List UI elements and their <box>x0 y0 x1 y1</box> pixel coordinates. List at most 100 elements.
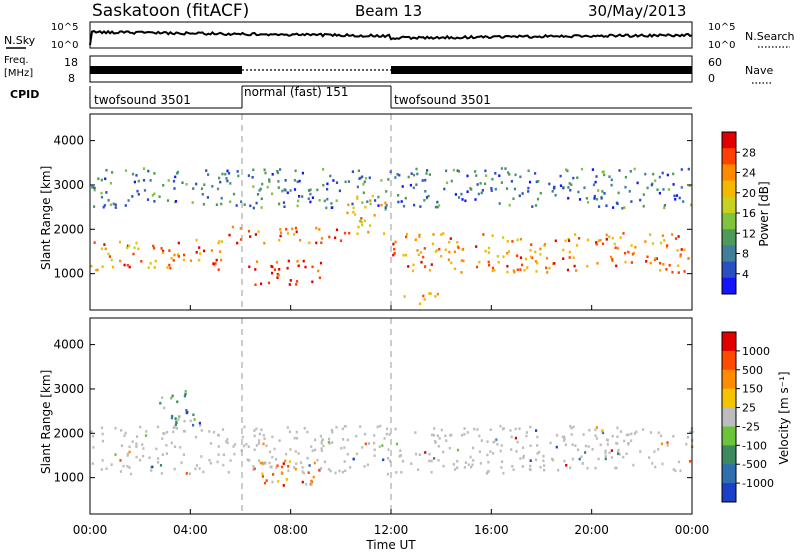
scatter-cell <box>630 244 633 247</box>
colorbar-tick-label: 8 <box>742 248 749 261</box>
scatter-cell <box>110 463 113 466</box>
scatter-cell <box>314 448 317 452</box>
scatter-cell <box>519 457 522 460</box>
scatter-cell <box>341 470 344 474</box>
scatter-cell <box>405 253 408 257</box>
scatter-cell <box>497 260 500 264</box>
scatter-cell <box>249 204 252 208</box>
scatter-cell <box>496 255 499 258</box>
scatter-cell <box>183 394 186 398</box>
scatter-cell <box>554 193 557 197</box>
scatter-cell <box>320 439 324 443</box>
scatter-cell <box>510 448 513 451</box>
scatter-cell <box>137 193 140 196</box>
scatter-cell <box>634 245 637 249</box>
scatter-cell <box>119 470 123 473</box>
scatter-cell <box>529 255 532 259</box>
scatter-cell <box>307 471 310 474</box>
scatter-cell <box>174 200 178 203</box>
scatter-cell <box>434 295 437 298</box>
scatter-cell <box>518 194 521 198</box>
scatter-cell <box>282 484 285 487</box>
scatter-cell <box>496 443 499 446</box>
scatter-cell <box>611 434 614 438</box>
scatter-cell <box>657 431 660 435</box>
scatter-cell <box>200 187 204 190</box>
scatter-cell <box>401 185 404 188</box>
scatter-cell <box>481 189 484 192</box>
scatter-cell <box>213 263 216 267</box>
scatter-cell <box>295 283 298 286</box>
scatter-cell <box>387 448 390 451</box>
scatter-cell <box>101 432 104 436</box>
scatter-cell <box>251 176 254 179</box>
scatter-cell <box>254 268 257 271</box>
scatter-cell <box>310 482 313 485</box>
scatter-cell <box>357 169 360 173</box>
scatter-cell <box>160 472 163 475</box>
scatter-cell <box>278 439 281 442</box>
scatter-cell <box>487 251 490 254</box>
scatter-cell <box>169 266 172 270</box>
xtick-label: 00:00 <box>675 523 710 537</box>
scatter-cell <box>595 426 598 429</box>
scatter-cell <box>521 263 524 267</box>
scatter-cell <box>320 241 323 245</box>
scatter-cell <box>91 185 94 189</box>
scatter-cell <box>277 186 280 189</box>
colorbar-segment <box>722 350 736 371</box>
colorbar-tick-label: -500 <box>742 458 767 471</box>
nsky-label: N.Sky <box>4 34 36 47</box>
scatter-cell <box>504 167 507 170</box>
scatter-cell <box>137 179 140 183</box>
scatter-cell <box>162 249 165 253</box>
scatter-cell <box>522 446 525 449</box>
colorbar-segment <box>722 483 736 503</box>
scatter-cell <box>594 434 597 437</box>
power-yticks: 1000 2000 3000 4000 <box>53 134 692 281</box>
scatter-cell <box>587 445 590 448</box>
scatter-cell <box>383 437 386 440</box>
scatter-cell <box>423 247 426 250</box>
scatter-cell <box>271 455 274 459</box>
scatter-cell <box>529 248 532 252</box>
scatter-cell <box>601 170 604 174</box>
scatter-cell <box>410 172 413 175</box>
scatter-cell <box>338 469 341 473</box>
scatter-cell <box>422 294 425 298</box>
scatter-cell <box>346 211 349 215</box>
scatter-cell <box>161 437 164 440</box>
scatter-cell <box>516 440 519 444</box>
scatter-cell <box>686 436 689 439</box>
scatter-cell <box>545 256 549 260</box>
scatter-cell <box>148 456 151 459</box>
scatter-cell <box>397 194 400 197</box>
scatter-cell <box>192 187 195 190</box>
scatter-cell <box>479 182 482 185</box>
scatter-cell <box>650 183 653 187</box>
scatter-cell <box>604 454 607 458</box>
scatter-cell <box>531 256 534 260</box>
scatter-cell <box>635 430 638 434</box>
scatter-cell <box>376 425 379 429</box>
scatter-cell <box>184 390 187 393</box>
scatter-cell <box>586 264 589 268</box>
scatter-cell <box>141 443 144 446</box>
scatter-cell <box>500 167 503 170</box>
scatter-cell <box>655 257 658 260</box>
scatter-cell <box>553 187 556 190</box>
scatter-cell <box>528 468 531 471</box>
scatter-cell <box>539 247 542 251</box>
scatter-cell <box>216 187 220 191</box>
scatter-cell <box>316 188 319 192</box>
scatter-cell <box>254 233 257 236</box>
scatter-cell <box>442 232 445 235</box>
scatter-cell <box>140 260 143 263</box>
scatter-cell <box>208 430 211 433</box>
scatter-cell <box>317 269 320 273</box>
scatter-cell <box>119 259 122 263</box>
scatter-cell <box>534 172 537 175</box>
scatter-cell <box>311 196 314 199</box>
scatter-cell <box>469 455 472 459</box>
scatter-cell <box>183 253 186 257</box>
